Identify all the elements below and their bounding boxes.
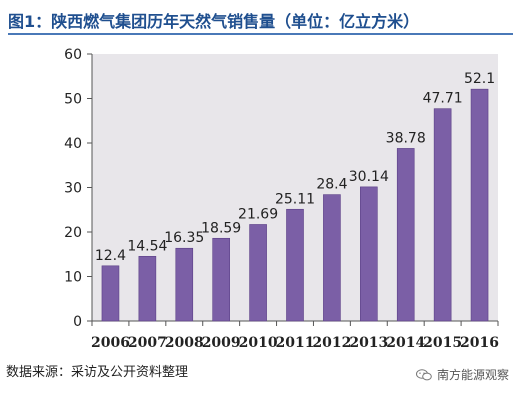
y-tick-label: 60: [64, 47, 82, 63]
wechat-icon: [415, 368, 432, 380]
watermark-text: 南方能源观察: [436, 368, 509, 382]
x-tick-label-2006: 2006: [91, 335, 130, 351]
chart-title: 图1：陕西燃气集团历年天然气销售量（单位：亿立方米）: [8, 12, 420, 31]
x-axis: 2006200720082009201020112012201320142015…: [91, 320, 499, 351]
y-tick-label: 10: [64, 270, 82, 286]
value-label-2016: 52.1: [464, 71, 495, 87]
x-tick-label-2013: 2013: [349, 335, 388, 351]
bar-2006: [101, 265, 120, 322]
bar-2014: [396, 148, 415, 322]
x-tick-label-2009: 2009: [202, 335, 241, 351]
bar-2011: [286, 208, 304, 322]
x-tick-label-2008: 2008: [165, 335, 204, 351]
x-tick-label-2012: 2012: [312, 335, 351, 351]
x-tick-label-2011: 2011: [276, 335, 315, 351]
value-label-2009: 18.59: [201, 220, 241, 236]
value-label-2011: 25.11: [275, 191, 315, 207]
bar-2016: [470, 88, 489, 322]
value-label-2013: 30.14: [349, 169, 389, 185]
y-axis: 0 10 20 30 40 50 60: [64, 47, 93, 330]
y-tick-label: 0: [73, 314, 82, 330]
y-tick-label: 50: [64, 92, 82, 108]
watermark: 南方能源观察: [415, 366, 509, 383]
title-area: 图1：陕西燃气集团历年天然气销售量（单位：亿立方米）: [8, 0, 513, 35]
value-label-2007: 14.54: [127, 238, 167, 254]
bar-2007: [138, 255, 157, 322]
y-tick-label: 20: [64, 225, 82, 241]
source-note: 数据来源：采访及公开资料整理: [6, 365, 189, 380]
bar-2012: [323, 194, 341, 322]
x-tick-label-2015: 2015: [423, 335, 462, 351]
bar-2008: [175, 247, 194, 322]
value-label-2012: 28.4: [316, 177, 347, 193]
value-label-2006: 12.4: [95, 248, 126, 264]
bars-group: [101, 88, 489, 322]
x-tick-label-2014: 2014: [386, 335, 425, 351]
bar-2013: [360, 186, 378, 322]
x-tick-label-2007: 2007: [128, 335, 167, 351]
value-label-2014: 38.78: [386, 130, 426, 146]
bar-2010: [249, 224, 267, 322]
y-tick-label: 40: [64, 136, 82, 152]
x-tick-label-2010: 2010: [239, 335, 278, 351]
value-label-2010: 21.69: [238, 206, 278, 222]
y-tick-label: 30: [64, 181, 82, 197]
value-label-2015: 47.71: [423, 91, 463, 107]
bar-2009: [212, 237, 230, 322]
x-tick-label-2016: 2016: [460, 335, 499, 351]
value-label-2008: 16.35: [164, 230, 204, 246]
bar-2015: [433, 108, 452, 322]
title-underline: [8, 33, 513, 35]
